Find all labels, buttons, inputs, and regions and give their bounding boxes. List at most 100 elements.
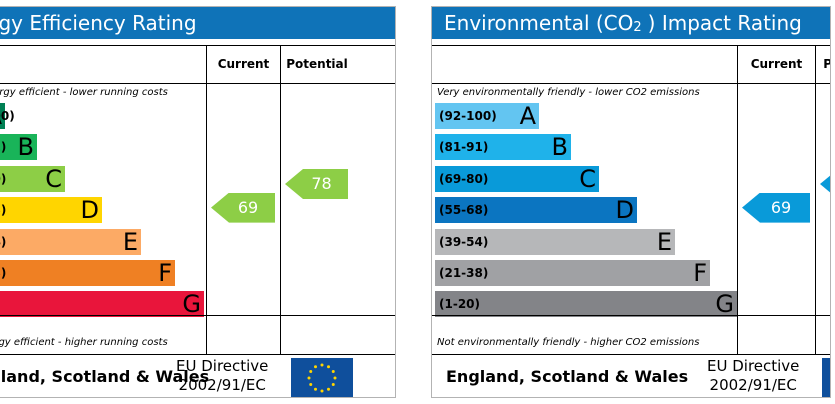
- band-range: (39-54): [439, 234, 489, 249]
- band-letter: C: [45, 164, 62, 193]
- band-letter: A: [519, 102, 536, 130]
- eu-star: [331, 383, 335, 386]
- rating-band-b: (81-91) B: [435, 133, 571, 162]
- row-divider: [0, 83, 395, 84]
- note-bottom: Not energy efficient - higher running co…: [0, 337, 168, 348]
- current-value: 69: [237, 197, 259, 217]
- eu-star: [309, 383, 313, 386]
- eu-directive-line1: EU Directive: [707, 357, 800, 375]
- eu-star: [314, 387, 317, 391]
- rating-band-a: (92-100) A: [435, 102, 539, 130]
- potential-value: 78: [820, 169, 830, 199]
- band-range: (69-80): [439, 171, 489, 186]
- rating-band-e: (39-54) E: [0, 227, 141, 256]
- energy-efficiency-chart: Energy Efficiency Rating Current Potenti…: [0, 6, 396, 398]
- rating-grid: Current Potential Very environmentally f…: [432, 45, 830, 355]
- eu-star: [309, 370, 313, 373]
- eu-flag-icon: [822, 358, 831, 398]
- band-range: (92-100): [0, 109, 15, 123]
- note-top: Very environmentally friendly - lower CO…: [437, 87, 700, 98]
- band-range: (92-100): [439, 109, 497, 123]
- rating-band-a: (92-100)A: [0, 101, 15, 131]
- rating-grid: Current Potential Very energy efficient …: [0, 45, 395, 355]
- footer-country: England, Scotland & Wales: [0, 367, 210, 386]
- band-letter: E: [122, 227, 138, 256]
- eu-star: [327, 365, 330, 369]
- rating-band-f: (21-38) F: [435, 259, 710, 287]
- band-range: (21-38): [0, 266, 7, 280]
- band-letter: A: [0, 101, 2, 131]
- band-range: (81-91): [439, 140, 489, 155]
- rating-band-c: (69-80) C: [0, 164, 65, 193]
- column-current: Current: [217, 57, 270, 71]
- eu-star: [331, 370, 335, 373]
- band-letter: D: [80, 196, 99, 225]
- eu-flag-icon: [291, 358, 353, 397]
- rating-band-e: (39-54) E: [435, 227, 675, 256]
- column-current: Current: [750, 57, 803, 71]
- eu-star: [307, 376, 311, 380]
- eu-directive-line2: 2002/91/EC: [178, 376, 266, 394]
- current-value: 69: [770, 197, 792, 217]
- rating-band-c: (69-80) C: [435, 164, 599, 193]
- environmental-impact-chart: Environmental (CO2) Impact Rating Curren…: [431, 6, 831, 398]
- current-arrow: 69: [742, 192, 810, 223]
- band-range: (81-91): [0, 140, 7, 155]
- row-divider: [0, 45, 395, 46]
- row-divider: [432, 354, 830, 355]
- eu-star: [327, 387, 330, 391]
- rating-band-g: (1-20)G: [0, 290, 204, 319]
- band-letter: G: [182, 290, 201, 319]
- rating-band-b: (81-91) B: [0, 133, 37, 162]
- row-divider: [432, 83, 830, 84]
- footer-country: England, Scotland & Wales: [446, 367, 689, 386]
- band-letter: E: [656, 227, 672, 256]
- rating-band-f: (21-38) F: [0, 259, 175, 287]
- band-letter: G: [715, 290, 734, 319]
- current-arrow: 69: [211, 192, 275, 223]
- eu-star: [320, 389, 324, 393]
- column-divider: [737, 45, 738, 355]
- column-divider: [815, 45, 816, 355]
- eu-star: [314, 365, 317, 369]
- band-letter: B: [17, 133, 34, 162]
- eu-directive: EU Directive 2002/91/EC: [176, 357, 268, 395]
- eu-directive-line1: EU Directive: [176, 357, 269, 375]
- potential-value: 78: [311, 174, 332, 194]
- chart-title: Energy Efficiency Rating: [0, 7, 395, 39]
- note-bottom: Not environmentally friendly - higher CO…: [437, 337, 700, 348]
- band-letter: C: [579, 164, 596, 193]
- band-letter: D: [615, 196, 634, 225]
- column-divider: [280, 45, 281, 355]
- rating-band-g: (1-20) G: [435, 290, 737, 319]
- eu-stars-icon: [307, 363, 337, 393]
- note-top: Very energy efficient - lower running co…: [0, 87, 168, 98]
- band-range: (39-54): [0, 234, 7, 249]
- band-range: (1-20): [439, 297, 480, 312]
- eu-directive: EU Directive 2002/91/EC: [707, 357, 799, 395]
- band-range: (55-68): [439, 203, 489, 218]
- column-divider: [206, 45, 207, 355]
- band-letter: F: [693, 259, 707, 287]
- potential-arrow: 78: [285, 169, 348, 200]
- row-divider: [432, 315, 830, 316]
- rating-band-d: (55-68) D: [0, 196, 102, 225]
- band-letter: F: [158, 259, 172, 287]
- eu-directive-line2: 2002/91/EC: [709, 376, 797, 394]
- potential-arrow: 78: [820, 169, 830, 200]
- band-range: (55-68): [0, 203, 7, 218]
- chart-title: Environmental (CO2) Impact Rating: [432, 7, 830, 39]
- column-potential: Potential: [816, 45, 830, 83]
- column-potential: Potential: [286, 57, 348, 71]
- eu-stars-icon: [822, 358, 831, 398]
- band-letter: B: [551, 133, 568, 162]
- band-range: (69-80): [0, 171, 7, 186]
- row-divider: [432, 45, 830, 46]
- row-divider: [0, 354, 395, 355]
- eu-star: [333, 376, 337, 380]
- row-divider: [0, 315, 395, 316]
- chart-footer: England, Scotland & Wales EU Directive 2…: [0, 355, 395, 397]
- rating-band-d: (55-68) D: [435, 196, 637, 225]
- band-range: (21-38): [439, 266, 489, 280]
- chart-footer: England, Scotland & Wales EU Directive 2…: [432, 355, 831, 398]
